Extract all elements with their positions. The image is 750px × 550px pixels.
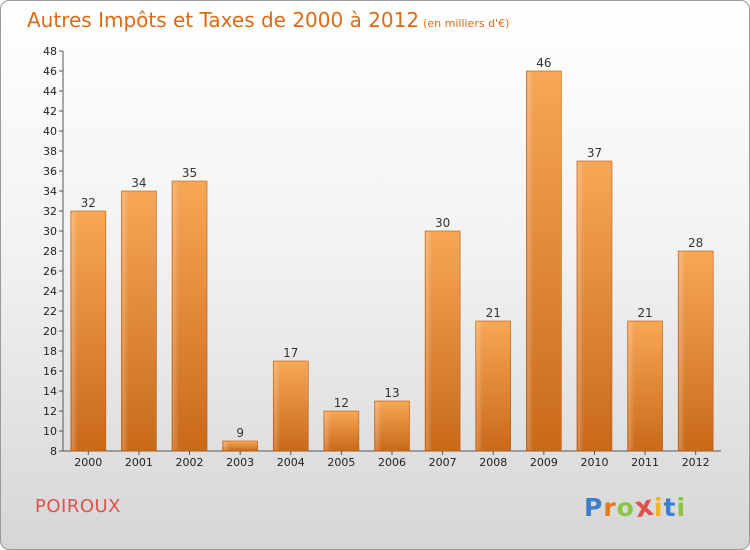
bars — [70, 70, 714, 452]
bar-highlight — [679, 252, 686, 450]
x-tick-label: 2003 — [226, 456, 254, 469]
x-tick-label: 2010 — [580, 456, 608, 469]
logo-letter: r — [603, 493, 617, 522]
bar-highlight — [324, 412, 331, 450]
y-tick-label: 32 — [43, 205, 57, 218]
y-tick-label: 40 — [43, 125, 57, 138]
data-label: 9 — [236, 426, 244, 440]
chart-unit: (en milliers d'€) — [423, 17, 510, 30]
logo-letter: i — [676, 493, 687, 522]
x-tick-label: 2007 — [429, 456, 457, 469]
y-tick-label: 18 — [43, 345, 57, 358]
y-tick-label: 8 — [50, 445, 57, 458]
y-tick-label: 36 — [43, 165, 57, 178]
y-tick-label: 16 — [43, 365, 57, 378]
chart-title: Autres Impôts et Taxes de 2000 à 2012 (en… — [27, 8, 509, 32]
bar-highlight — [122, 192, 129, 450]
y-tick-label: 30 — [43, 225, 57, 238]
data-label: 21 — [637, 306, 652, 320]
data-label: 46 — [536, 56, 551, 70]
bar-highlight — [274, 362, 281, 450]
bar-highlight — [426, 232, 433, 450]
logo-letter: P — [584, 493, 604, 522]
data-label: 32 — [81, 196, 96, 210]
bar-highlight — [527, 72, 534, 450]
y-tick-label: 20 — [43, 325, 57, 338]
y-tick-label: 34 — [43, 185, 57, 198]
y-tick-label: 14 — [43, 385, 57, 398]
x-tick-label: 2008 — [479, 456, 507, 469]
bar-highlight — [71, 212, 78, 450]
logo-letter: o — [616, 493, 635, 522]
data-label: 12 — [334, 396, 349, 410]
data-label: 34 — [131, 176, 146, 190]
bar-highlight — [577, 162, 584, 450]
bar-highlight — [223, 442, 230, 450]
logo-letter: i — [653, 493, 664, 522]
data-label: 35 — [182, 166, 197, 180]
y-tick-label: 38 — [43, 145, 57, 158]
bar-highlight — [476, 322, 483, 450]
data-label: 13 — [384, 386, 399, 400]
y-tick-label: 42 — [43, 105, 57, 118]
proxiti-logo: Proxiti — [584, 489, 687, 525]
y-tick-label: 48 — [43, 45, 57, 58]
data-label: 28 — [688, 236, 703, 250]
chart-title-text: Autres Impôts et Taxes de 2000 à 2012 — [27, 8, 420, 32]
x-tick-label: 2001 — [125, 456, 153, 469]
data-label: 17 — [283, 346, 298, 360]
data-label: 37 — [587, 146, 602, 160]
y-tick-label: 10 — [43, 425, 57, 438]
y-tick-label: 44 — [43, 85, 57, 98]
logo-letter: t — [663, 493, 677, 522]
y-tick-label: 22 — [43, 305, 57, 318]
axes: 8 10 12 14 16 18 20 22 24 26 28 30 32 34 36 38 40 42 44 46 4… — [43, 45, 721, 469]
x-tick-label: 2002 — [176, 456, 204, 469]
data-label: 30 — [435, 216, 450, 230]
y-tick-label: 46 — [43, 65, 57, 78]
commune-name: POIROUX — [35, 496, 122, 517]
y-tick-label: 12 — [43, 405, 57, 418]
x-tick-label: 2004 — [277, 456, 305, 469]
y-tick-label: 26 — [43, 265, 57, 278]
x-tick-label: 2000 — [74, 456, 102, 469]
data-label: 21 — [486, 306, 501, 320]
bar-highlight — [628, 322, 635, 450]
value-labels: 32 34 35 9 17 12 13 30 21 46 37 21 28 — [81, 56, 704, 440]
y-tick-label: 24 — [43, 285, 57, 298]
bar-highlight — [375, 402, 382, 450]
x-tick-label: 2006 — [378, 456, 406, 469]
y-tick-label: 28 — [43, 245, 57, 258]
x-tick-label: 2009 — [530, 456, 558, 469]
x-tick-label: 2005 — [327, 456, 355, 469]
bar — [222, 440, 258, 452]
x-tick-label: 2011 — [631, 456, 659, 469]
x-tick-label: 2012 — [682, 456, 710, 469]
bar-highlight — [173, 182, 180, 450]
